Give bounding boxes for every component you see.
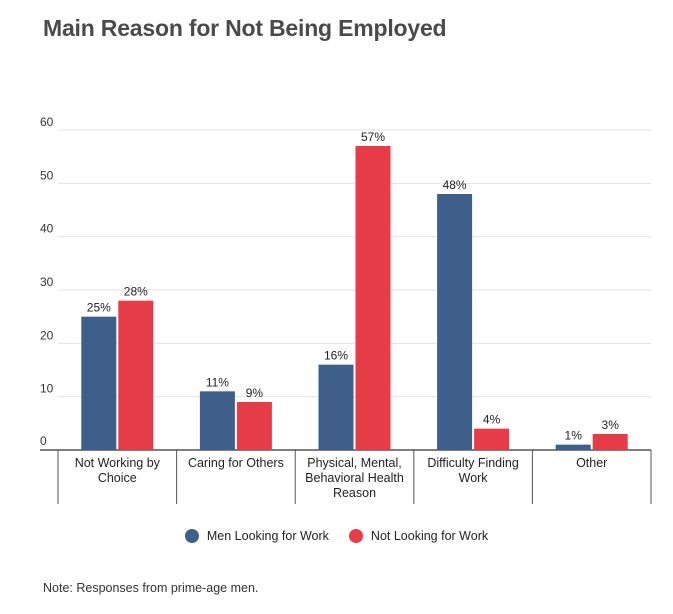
bar <box>318 364 354 450</box>
bar <box>437 194 473 450</box>
x-category-label: Choice <box>98 471 137 485</box>
footnote: Note: Responses from prime-age men. <box>43 581 259 595</box>
legend-item-not-looking: Not Looking for Work <box>348 529 489 543</box>
y-tick-label: 60 <box>40 115 54 129</box>
data-label: 1% <box>565 429 583 443</box>
x-category-label: Behavioral Health <box>305 471 404 485</box>
bar <box>555 444 591 450</box>
x-category-label: Other <box>576 456 607 470</box>
data-label: 57% <box>361 130 385 144</box>
x-category-label: Caring for Others <box>188 456 284 470</box>
legend-label-not-looking: Not Looking for Work <box>370 529 489 543</box>
y-tick-label: 40 <box>40 222 54 236</box>
data-label: 4% <box>483 413 501 427</box>
x-category-label: Work <box>459 471 489 485</box>
legend-label-men-looking: Men Looking for Work <box>206 529 329 543</box>
y-tick-label: 30 <box>40 275 54 289</box>
bar <box>592 434 628 450</box>
y-tick-label: 10 <box>40 382 54 396</box>
data-label: 28% <box>124 285 148 299</box>
legend-item-men-looking: Men Looking for Work <box>184 529 329 543</box>
data-label: 25% <box>87 301 111 315</box>
bar <box>199 391 235 450</box>
x-category-label: Not Working by <box>75 456 161 470</box>
legend-swatch-men-looking <box>184 529 199 543</box>
data-label: 16% <box>324 349 348 363</box>
bar <box>474 428 510 450</box>
x-category-label: Physical, Mental, <box>307 456 401 470</box>
chart-title: Main Reason for Not Being Employed <box>43 15 447 41</box>
y-tick-label: 0 <box>40 434 47 448</box>
data-label: 9% <box>246 386 264 400</box>
data-label: 3% <box>602 418 620 432</box>
bar <box>118 300 154 450</box>
x-category-label: Reason <box>333 486 376 500</box>
bar <box>355 146 391 450</box>
y-tick-label: 50 <box>40 168 54 182</box>
x-category-label: Difficulty Finding <box>427 456 519 470</box>
bar <box>236 402 272 450</box>
legend: Men Looking for Work Not Looking for Wor… <box>0 529 673 543</box>
y-tick-label: 20 <box>40 328 54 342</box>
legend-swatch-not-looking <box>348 529 363 543</box>
data-label: 11% <box>206 375 229 389</box>
bar <box>81 316 117 450</box>
data-label: 48% <box>443 178 467 192</box>
